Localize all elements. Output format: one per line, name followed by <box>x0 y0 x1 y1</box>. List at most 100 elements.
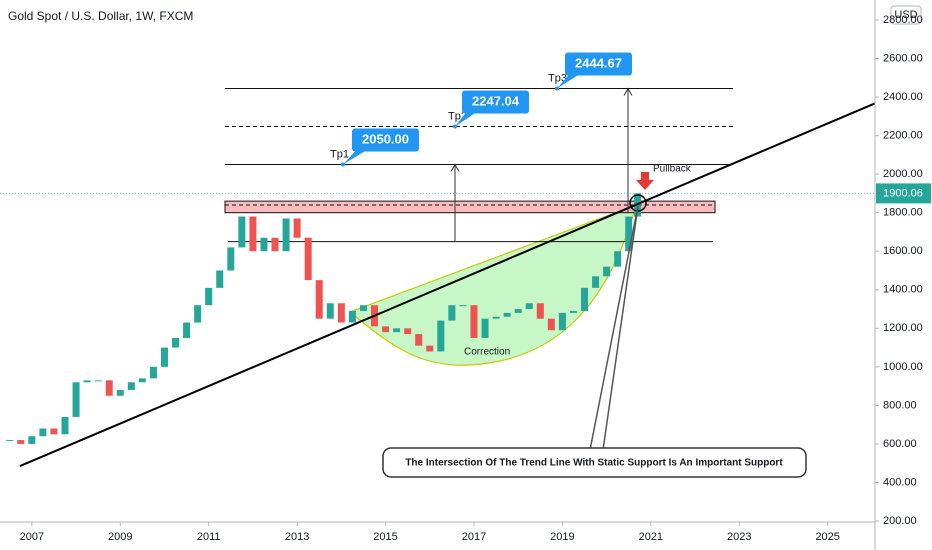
y-tick-label: 2600.00 <box>883 52 923 64</box>
currency-label[interactable]: USD <box>894 9 917 21</box>
candle <box>205 287 213 306</box>
y-tick-label: 1000.00 <box>883 361 923 373</box>
candle <box>525 303 533 310</box>
y-tick-label: 2400.00 <box>883 91 923 103</box>
candle <box>426 345 434 352</box>
candle <box>28 436 36 444</box>
y-tick-label: 2200.00 <box>883 130 923 142</box>
callout-box <box>352 128 419 152</box>
x-tick-label: 2011 <box>197 531 221 543</box>
y-tick-label: 2000.00 <box>883 168 923 180</box>
candle <box>581 287 589 311</box>
candle <box>149 366 157 379</box>
candle <box>160 347 168 367</box>
candle <box>603 266 611 277</box>
currency-button[interactable] <box>890 5 922 25</box>
callout-pointer <box>343 150 366 165</box>
x-tick-label: 2025 <box>815 531 839 543</box>
x-tick-label: 2017 <box>462 531 486 543</box>
candle <box>437 320 445 352</box>
candle <box>227 247 235 271</box>
candle <box>172 337 180 348</box>
callout-line <box>602 205 639 451</box>
candle <box>127 382 135 390</box>
last-price-label: 1900.06 <box>883 187 923 199</box>
y-tick-label: 600.00 <box>883 438 917 450</box>
candle <box>481 318 489 338</box>
candle <box>569 310 577 313</box>
arrow-head <box>623 87 633 96</box>
candle <box>216 270 224 288</box>
x-tick-label: 2013 <box>285 531 309 543</box>
candle <box>448 305 456 321</box>
candle <box>514 309 522 313</box>
candle <box>293 218 301 238</box>
callout-dot <box>341 162 345 167</box>
candle <box>547 318 555 331</box>
pullback-label: Pullback <box>653 164 692 175</box>
y-tick-label: 1400.00 <box>883 284 923 296</box>
y-tick-label: 1800.00 <box>883 207 923 219</box>
plot-area <box>0 87 875 468</box>
y-tick-label: 200.00 <box>883 515 917 527</box>
correction-label: Correction <box>464 347 510 358</box>
x-tick-label: 2023 <box>727 531 751 543</box>
x-tick-label: 2009 <box>108 531 132 543</box>
candle <box>304 237 312 281</box>
support-zone <box>224 200 716 214</box>
candle <box>94 380 102 382</box>
y-tick-label: 1600.00 <box>883 245 923 257</box>
target-label: 2050.00 <box>362 131 409 146</box>
callout-box <box>565 52 632 76</box>
callout-box <box>382 447 807 478</box>
candle <box>592 276 600 288</box>
chart-title: Gold Spot / U.S. Dollar, 1W, FXCM <box>8 9 193 23</box>
candle <box>39 428 47 437</box>
pullback-arrow <box>636 172 654 190</box>
arrow-head <box>450 163 460 172</box>
candle <box>194 305 202 323</box>
candle <box>315 280 323 319</box>
target-name: Tp1 <box>330 148 349 160</box>
candle <box>382 326 390 333</box>
candle <box>326 303 334 319</box>
candle <box>393 328 401 333</box>
candle <box>271 237 279 252</box>
candle <box>249 216 257 252</box>
candle <box>17 440 25 444</box>
y-tick-label: 2800.00 <box>883 14 923 26</box>
callout-text: The Intersection Of The Trend Line With … <box>405 458 783 469</box>
y-tick-label: 400.00 <box>883 476 917 488</box>
candle <box>404 328 412 335</box>
candle <box>6 440 14 442</box>
candle <box>503 312 511 317</box>
x-tick-label: 2019 <box>550 531 574 543</box>
callout-box <box>462 90 529 114</box>
candle <box>61 416 69 435</box>
callout-pointer <box>557 74 579 89</box>
x-tick-label: 2015 <box>373 531 397 543</box>
trend-line <box>19 102 875 468</box>
y-tick-label: 800.00 <box>883 399 917 411</box>
callout-dot <box>555 86 559 91</box>
candle <box>260 237 268 252</box>
candle <box>470 305 478 338</box>
candle <box>459 305 467 307</box>
candle <box>536 303 544 319</box>
target-name: Tp3 <box>548 72 567 84</box>
candle <box>415 334 423 346</box>
callout-dot <box>453 124 457 129</box>
candle <box>72 382 80 417</box>
target-label: 2247.04 <box>472 93 520 108</box>
candle <box>558 312 566 331</box>
candle <box>105 380 113 396</box>
candle <box>238 216 246 248</box>
target-label: 2444.67 <box>575 55 622 70</box>
candle <box>492 316 500 319</box>
candle <box>116 389 124 396</box>
x-tick-label: 2007 <box>20 531 44 543</box>
candle <box>282 218 290 252</box>
callout-pointer <box>455 112 476 127</box>
candle <box>337 303 345 323</box>
y-tick-label: 1200.00 <box>883 322 923 334</box>
